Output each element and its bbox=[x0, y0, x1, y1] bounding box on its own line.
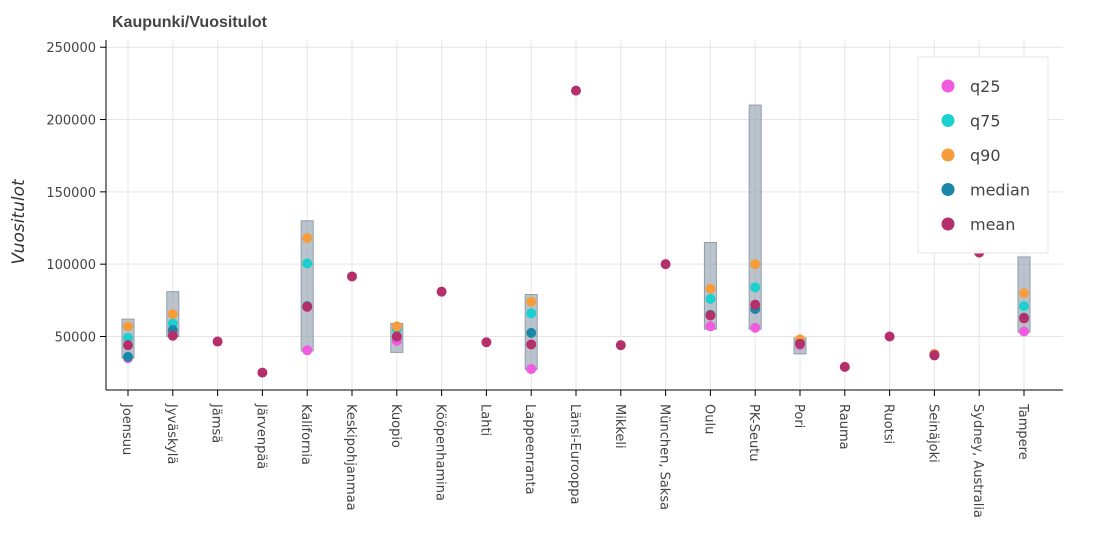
point-mean bbox=[884, 331, 895, 342]
point-mean bbox=[526, 339, 537, 350]
legend-swatch-q75 bbox=[941, 114, 955, 127]
point-q90 bbox=[167, 309, 178, 320]
x-tick-label: Jyväskylä bbox=[164, 403, 179, 464]
x-tick-label: Kalifornia bbox=[298, 404, 313, 465]
y-tick-label: 100000 bbox=[46, 258, 96, 273]
x-tick-label: Lappeenranta bbox=[522, 404, 537, 495]
x-tick-label: Jämsä bbox=[209, 403, 224, 443]
point-mean bbox=[391, 331, 402, 342]
legend-swatch-q25 bbox=[941, 79, 955, 93]
x-tick-label: Mikkeli bbox=[612, 404, 627, 449]
point-q75 bbox=[526, 308, 537, 319]
point-mean bbox=[705, 310, 716, 321]
point-q90 bbox=[391, 321, 402, 332]
point-median bbox=[526, 327, 537, 338]
point-q25 bbox=[705, 321, 716, 332]
point-q75 bbox=[750, 282, 761, 293]
legend-label-q25: q25 bbox=[970, 77, 1001, 96]
point-q90 bbox=[302, 233, 313, 244]
legend-label-median: median bbox=[970, 181, 1030, 200]
point-q75 bbox=[705, 293, 716, 304]
x-tick-label: PK-Seutu bbox=[746, 404, 761, 462]
point-mean bbox=[123, 340, 133, 351]
x-tick-label: Keskipohjanmaa bbox=[343, 404, 358, 511]
x-tick-label: Tampere bbox=[1015, 403, 1030, 460]
x-tick-label: Järvenpää bbox=[253, 403, 268, 469]
x-tick-label: Oulu bbox=[701, 404, 716, 434]
point-mean bbox=[929, 350, 940, 361]
legend-swatch-median bbox=[941, 183, 955, 196]
x-tick-label: Kuopio bbox=[388, 404, 403, 448]
legend[interactable]: q25 q75 q90 median mean bbox=[917, 56, 1049, 254]
legend-label-q90: q90 bbox=[970, 146, 1001, 165]
legend-swatch-mean bbox=[941, 217, 955, 231]
point-q75 bbox=[123, 332, 133, 343]
y-axis-label: Vuositulot bbox=[9, 178, 29, 265]
point-mean bbox=[436, 286, 447, 297]
point-mean bbox=[347, 271, 357, 282]
point-mean bbox=[257, 367, 268, 378]
point-q25 bbox=[526, 364, 537, 375]
point-mean bbox=[750, 299, 761, 310]
point-mean bbox=[1019, 313, 1029, 324]
y-tick-label: 50000 bbox=[55, 330, 96, 345]
point-mean bbox=[615, 340, 626, 351]
legend-swatch-q90 bbox=[941, 148, 955, 162]
point-q25 bbox=[750, 322, 761, 333]
point-q90 bbox=[526, 296, 537, 307]
point-mean bbox=[571, 85, 581, 96]
y-tick-label: 250000 bbox=[46, 41, 96, 56]
point-mean bbox=[302, 301, 313, 312]
point-q90 bbox=[705, 283, 716, 294]
point-q75 bbox=[302, 258, 313, 269]
point-mean bbox=[481, 337, 492, 348]
point-mean bbox=[839, 361, 850, 372]
x-tick-label: Sydney, Australia bbox=[970, 404, 985, 518]
point-mean bbox=[212, 336, 223, 347]
point-median bbox=[123, 351, 133, 362]
chart-title: Kaupunki/Vuositulot bbox=[112, 14, 268, 31]
point-q75 bbox=[1019, 301, 1029, 312]
y-tick-label: 150000 bbox=[46, 186, 96, 201]
x-tick-label: Joensuu bbox=[119, 403, 134, 455]
x-ticks: Joensuu Jyväskylä Jämsä Järvenpää Kalifornia… bbox=[119, 390, 1030, 518]
x-tick-label: Seinäjoki bbox=[925, 404, 940, 463]
axes bbox=[105, 40, 1063, 391]
x-tick-label: Lahti bbox=[477, 404, 492, 436]
point-q90 bbox=[1019, 288, 1029, 299]
x-tick-label: Pori bbox=[791, 404, 806, 428]
x-tick-label: München, Saksa bbox=[657, 404, 672, 510]
point-q25 bbox=[1019, 326, 1029, 337]
point-mean bbox=[795, 338, 805, 349]
point-q90 bbox=[750, 259, 761, 270]
point-q90 bbox=[123, 321, 133, 332]
x-tick-label: Ruotsi bbox=[881, 404, 896, 444]
x-tick-label: Kööpenhamina bbox=[433, 404, 448, 501]
data-points bbox=[123, 85, 1029, 378]
x-tick-label: Länsi-Eurooppa bbox=[567, 404, 582, 504]
legend-label-mean: mean bbox=[970, 215, 1015, 234]
y-tick-label: 200000 bbox=[46, 114, 96, 129]
legend-box bbox=[917, 56, 1049, 254]
y-ticks: 50000 100000 150000 200000 250000 bbox=[46, 41, 106, 345]
point-q25 bbox=[302, 345, 313, 356]
point-mean bbox=[660, 259, 671, 270]
range-bar bbox=[748, 104, 762, 330]
x-tick-label: Rauma bbox=[836, 404, 851, 450]
point-mean bbox=[167, 330, 178, 341]
legend-label-q75: q75 bbox=[970, 112, 1001, 131]
